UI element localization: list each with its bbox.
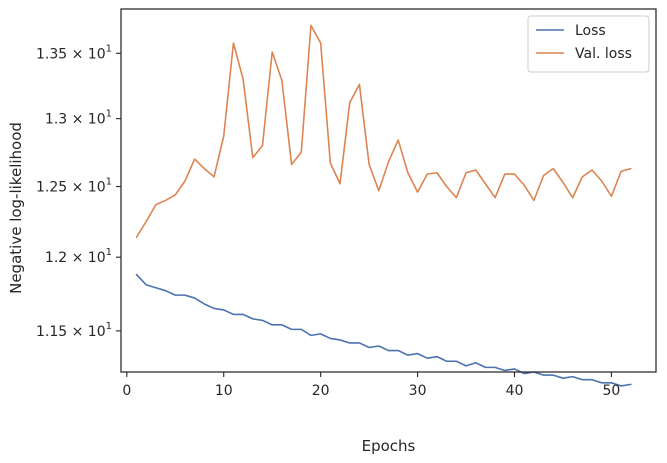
legend: Loss Val. loss [527, 15, 650, 73]
y-tick-mantissa: 1.2 × 10 [45, 250, 106, 266]
y-tick-label: 1.25 × 101 [36, 177, 112, 196]
y-tick-exponent: 1 [106, 321, 112, 332]
y-tick-exponent: 1 [106, 247, 112, 258]
y-tick-label: 1.35 × 101 [36, 43, 112, 62]
x-tick-label: 20 [312, 383, 330, 399]
y-tick-exponent: 1 [106, 43, 112, 54]
x-tick-label: 0 [122, 383, 131, 399]
series-line-0 [135, 273, 632, 387]
x-tick-label: 50 [603, 383, 621, 399]
y-tick-mantissa: 1.35 × 10 [36, 46, 106, 62]
y-tick-mantissa: 1.25 × 10 [36, 180, 106, 196]
x-tick-label: 10 [215, 383, 233, 399]
series-line-1 [135, 24, 632, 238]
y-tick-mantissa: 1.15 × 10 [36, 324, 106, 340]
y-tick-exponent: 1 [106, 177, 112, 188]
y-tick-exponent: 1 [106, 109, 112, 120]
y-tick-label: 1.3 × 101 [45, 109, 112, 128]
x-axis: 0 10 20 30 40 50 [122, 372, 620, 399]
y-tick-label: 1.15 × 101 [36, 321, 112, 340]
legend-label: Loss [575, 23, 606, 39]
legend-label: Val. loss [575, 46, 632, 62]
x-tick-label: 40 [506, 383, 524, 399]
plot-frame [120, 8, 657, 373]
series-layer [135, 24, 632, 387]
x-tick-label: 30 [409, 383, 427, 399]
x-axis-label: Epochs [362, 437, 416, 455]
y-tick-mantissa: 1.3 × 10 [45, 112, 106, 128]
y-axis-label: Negative log-likelihood [7, 122, 25, 294]
y-tick-label: 1.2 × 101 [45, 247, 112, 266]
